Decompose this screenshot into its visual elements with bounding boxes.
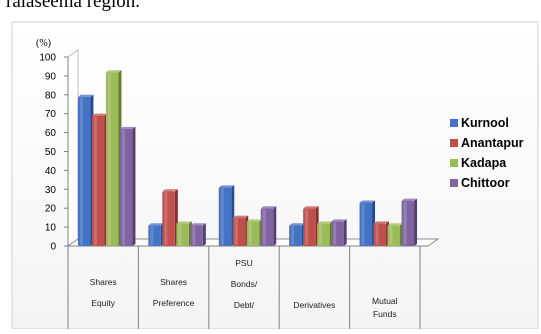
bar — [148, 225, 161, 246]
y-tick-label: 10 — [45, 223, 57, 234]
bar-highlight — [389, 226, 393, 245]
bar — [317, 223, 330, 246]
bar-top — [359, 200, 376, 203]
bar — [387, 225, 401, 246]
side-wall — [67, 49, 79, 247]
legend-label: Kurnool — [461, 116, 509, 130]
y-tick-label: 20 — [45, 204, 57, 215]
bar-top — [373, 221, 390, 224]
bar-top — [162, 189, 178, 192]
bar-highlight — [262, 209, 266, 245]
bar-highlight — [192, 226, 196, 245]
y-tick-label: 0 — [50, 242, 56, 253]
bar-top — [260, 206, 277, 209]
bar — [176, 223, 189, 246]
legend-swatch — [450, 159, 458, 167]
bar-top — [105, 70, 122, 73]
bar-highlight — [79, 97, 83, 245]
bar-highlight — [319, 224, 323, 245]
category-label: PSU — [235, 258, 252, 268]
bar — [401, 200, 415, 246]
legend-swatch — [450, 179, 458, 187]
category-label: Shares — [90, 277, 117, 287]
legend-swatch — [450, 139, 458, 147]
category-label: Derivatives — [293, 300, 335, 310]
category-label: Bonds/ — [231, 279, 258, 289]
bar — [190, 225, 203, 246]
bar — [331, 221, 344, 246]
y-tick-label: 50 — [45, 147, 57, 158]
bar-highlight — [220, 188, 224, 245]
category-label: Funds — [373, 309, 397, 319]
legend-label: Chittoor — [461, 176, 510, 190]
bar-highlight — [403, 201, 407, 245]
bar-highlight — [375, 224, 379, 245]
category-label: Shares — [160, 277, 187, 287]
bar-top — [331, 219, 347, 222]
bar-top — [289, 223, 305, 226]
bar-side — [202, 223, 206, 246]
bar-top — [190, 223, 206, 226]
bar-highlight — [107, 73, 111, 246]
bar — [218, 187, 232, 246]
y-tick-label: 60 — [45, 128, 57, 139]
bar-top — [303, 206, 319, 209]
y-tick-label: 80 — [45, 90, 57, 101]
bar-highlight — [121, 129, 125, 245]
legend-label: Anantapur — [461, 136, 524, 150]
bar — [289, 225, 302, 246]
bar-top — [91, 113, 108, 116]
bar-highlight — [164, 192, 168, 245]
bar — [359, 202, 373, 246]
bar-top — [77, 94, 94, 97]
bar-highlight — [305, 209, 309, 245]
bar — [105, 72, 119, 247]
bar — [246, 221, 260, 246]
bar-side — [132, 126, 136, 246]
bar-highlight — [178, 224, 182, 245]
bar — [232, 217, 246, 246]
category-label: Preference — [153, 298, 195, 308]
bar-top — [176, 221, 192, 224]
bar-highlight — [234, 218, 238, 245]
bar — [373, 223, 387, 246]
bar — [303, 208, 316, 246]
bar-highlight — [93, 116, 97, 245]
bar-side — [273, 206, 277, 246]
bar-top — [232, 215, 249, 218]
category-label: Equity — [91, 298, 115, 308]
bar-side — [414, 198, 418, 246]
bar-highlight — [248, 222, 252, 245]
bar-highlight — [291, 226, 295, 245]
legend-swatch — [450, 119, 458, 127]
bar-top — [218, 185, 235, 188]
bar-highlight — [333, 222, 337, 245]
bar-highlight — [361, 203, 365, 245]
document-heading-fragment: ralaseema region. — [6, 0, 140, 12]
y-tick-label: 70 — [45, 109, 57, 120]
bar — [119, 128, 133, 246]
y-tick-label: 100 — [39, 53, 56, 64]
bar-top — [148, 223, 164, 226]
bar-top — [246, 219, 263, 222]
category-label: Debt/ — [234, 300, 255, 310]
bar-top — [317, 221, 333, 224]
bar — [77, 96, 91, 246]
bar — [260, 208, 274, 246]
legend-label: Kadapa — [461, 156, 507, 170]
bar-top — [119, 126, 136, 129]
category-label: Mutual — [372, 296, 398, 306]
bar — [162, 191, 175, 246]
y-tick-label: 40 — [45, 166, 57, 177]
bar-highlight — [150, 226, 154, 245]
y-axis-unit-label: (%) — [36, 38, 51, 49]
y-tick-label: 90 — [45, 71, 57, 82]
bar-top — [387, 223, 404, 226]
bar — [91, 115, 105, 246]
y-tick-label: 30 — [45, 185, 57, 196]
bar-top — [401, 198, 418, 201]
bar-side — [343, 219, 347, 246]
